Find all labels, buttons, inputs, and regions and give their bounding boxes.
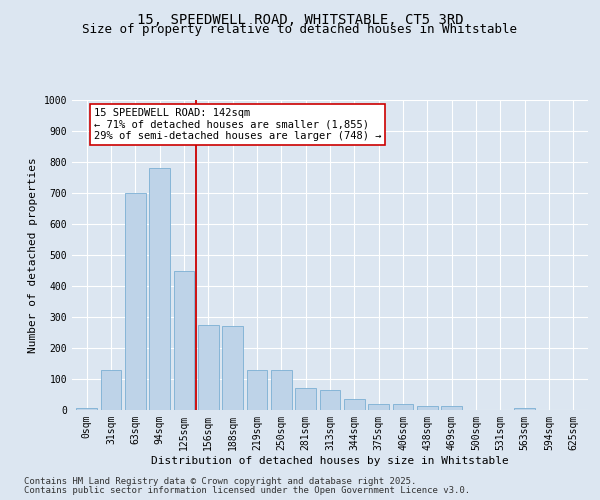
Bar [247,370,268,410]
Bar [320,390,340,410]
Bar [344,399,365,410]
Bar [417,406,438,410]
Text: 15 SPEEDWELL ROAD: 142sqm
← 71% of detached houses are smaller (1,855)
29% of se: 15 SPEEDWELL ROAD: 142sqm ← 71% of detac… [94,108,382,141]
Text: Contains HM Land Registry data © Crown copyright and database right 2025.: Contains HM Land Registry data © Crown c… [24,477,416,486]
X-axis label: Distribution of detached houses by size in Whitstable: Distribution of detached houses by size … [151,456,509,466]
Bar [442,406,462,410]
Bar [198,325,218,410]
Text: Contains public sector information licensed under the Open Government Licence v3: Contains public sector information licen… [24,486,470,495]
Text: 15, SPEEDWELL ROAD, WHITSTABLE, CT5 3RD: 15, SPEEDWELL ROAD, WHITSTABLE, CT5 3RD [137,12,463,26]
Bar [514,408,535,410]
Bar [271,370,292,410]
Y-axis label: Number of detached properties: Number of detached properties [28,157,38,353]
Bar [101,370,121,410]
Bar [76,408,97,410]
Bar [222,326,243,410]
Bar [392,404,413,410]
Text: Size of property relative to detached houses in Whitstable: Size of property relative to detached ho… [83,22,517,36]
Bar [125,193,146,410]
Bar [149,168,170,410]
Bar [295,388,316,410]
Bar [368,404,389,410]
Bar [173,270,194,410]
